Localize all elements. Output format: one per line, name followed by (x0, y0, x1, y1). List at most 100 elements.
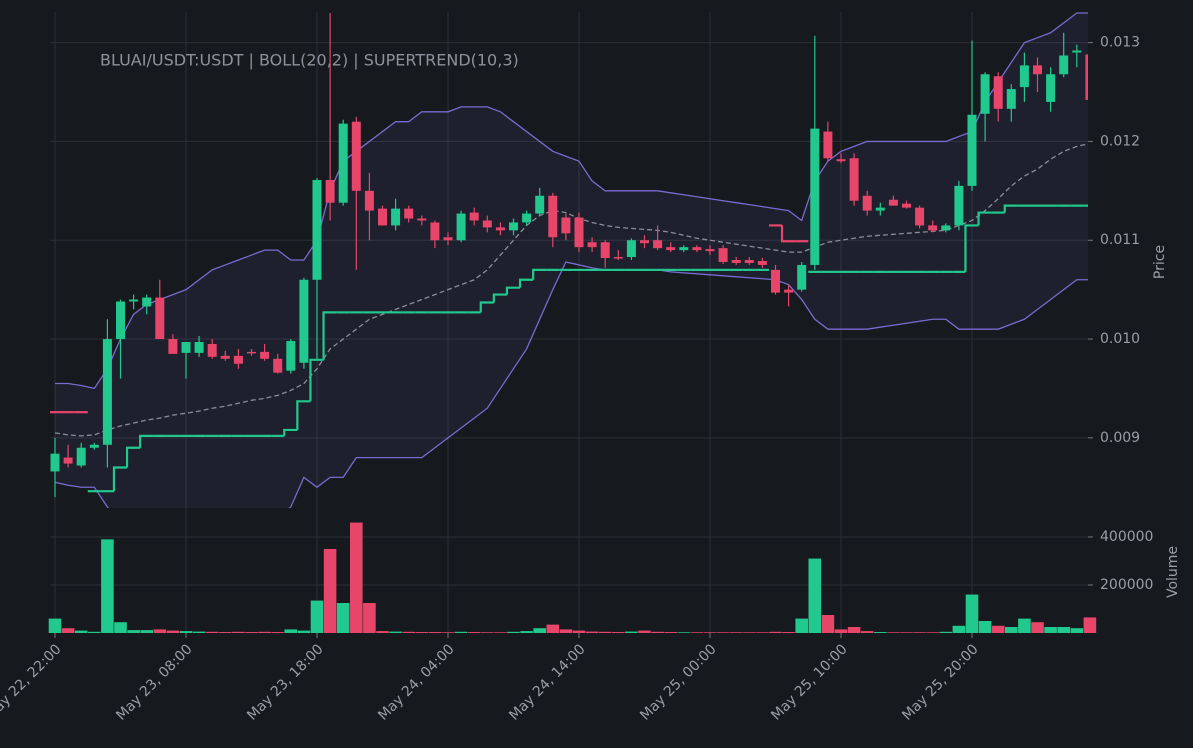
volume-bar (284, 629, 298, 633)
candle-body (980, 74, 990, 114)
candle-body (561, 217, 571, 234)
y-tick-label: 0.009 (1100, 430, 1140, 446)
candle-body (666, 247, 676, 251)
candle-body (247, 351, 256, 354)
candle-body (954, 185, 964, 226)
supertrend-step (780, 225, 796, 243)
candle-body (653, 240, 663, 249)
supertrend-step (139, 434, 154, 448)
volume-bar (1070, 628, 1084, 633)
candle-body (967, 114, 977, 186)
volume-bar (258, 631, 271, 633)
candle-body (63, 457, 73, 464)
supertrend-step (283, 428, 298, 436)
candle-body (325, 179, 335, 203)
y-tick-label: 0.011 (1100, 232, 1140, 248)
volume-bar (834, 629, 848, 633)
volume-bar (821, 614, 835, 633)
candle-body (692, 247, 702, 251)
volume-bar (415, 632, 429, 633)
candle-body (1019, 65, 1029, 88)
candle-body (364, 190, 374, 211)
band-fill (55, 12, 1088, 508)
candle-body (626, 240, 636, 258)
volume-bar (232, 631, 245, 633)
volume-bar (1044, 626, 1057, 633)
supertrend-step (125, 446, 141, 468)
volume-bar (743, 632, 756, 633)
band-line (54, 143, 1088, 437)
volume-bar (585, 631, 599, 633)
candle-body (181, 342, 191, 353)
candle-body (417, 218, 427, 221)
volume-bar (114, 622, 127, 633)
candle-body (888, 199, 898, 206)
volume-bar (782, 632, 795, 633)
volume-bar (467, 632, 481, 633)
volume-bar (664, 632, 677, 633)
volume-bar (677, 632, 691, 633)
volume-bar (74, 630, 88, 633)
candle-body (207, 343, 217, 357)
candle-body (495, 227, 505, 231)
volume-bar (166, 630, 180, 633)
volume-bar (245, 632, 258, 633)
volume-tick-label: 400000 (1100, 529, 1153, 545)
candle-body (1006, 89, 1016, 109)
candle-body (391, 208, 401, 226)
volume-bar (533, 628, 546, 633)
volume-bar (441, 632, 455, 633)
volume-bar (651, 631, 664, 633)
volume-bar (428, 632, 442, 633)
volume-bar (612, 632, 625, 633)
candle-body (587, 242, 597, 248)
candle-body (194, 342, 204, 353)
supertrend-step (505, 286, 521, 295)
volume-bar (520, 631, 533, 633)
candle-body (849, 158, 859, 201)
volume-bar (494, 632, 507, 633)
volume-bar (926, 632, 939, 633)
candle-body (220, 355, 230, 359)
volume-bar (323, 548, 337, 633)
supertrend-step (296, 400, 311, 430)
volume-bar (61, 628, 75, 633)
candle-body (810, 128, 820, 265)
volume-bar (939, 631, 953, 633)
volume-bar (729, 632, 743, 633)
volume-bar (756, 632, 769, 633)
volume-bar (350, 522, 363, 633)
candle-body (1059, 55, 1069, 75)
candle-body (351, 121, 361, 191)
volume-bar (860, 631, 874, 633)
candle-body (443, 237, 453, 241)
candle-body (168, 339, 178, 354)
band-line (55, 12, 1088, 390)
volume-bar (874, 632, 887, 633)
candle-body (718, 248, 728, 262)
supertrend-step (479, 301, 494, 313)
volume-bar (219, 632, 232, 633)
y-tick-label: 0.013 (1100, 35, 1140, 51)
candle-body (469, 212, 479, 221)
candle-body (404, 208, 414, 219)
candle-body (535, 195, 545, 214)
y-tick-label: 0.012 (1100, 133, 1140, 149)
volume-bar (101, 539, 114, 633)
candle-body (600, 242, 610, 259)
volume-bar (402, 631, 415, 633)
volume-bar (703, 632, 717, 633)
supertrend-step (518, 278, 534, 288)
candle-body (50, 453, 60, 472)
volume-bar (481, 632, 494, 633)
volume-bar (271, 632, 284, 633)
candle-body (705, 249, 715, 252)
volume-bar (795, 618, 808, 633)
volume-bar (546, 624, 560, 633)
volume-bar (336, 602, 350, 633)
volume-bar (310, 600, 324, 633)
candle-body (928, 225, 938, 231)
candle-body (522, 213, 532, 223)
candle-body (260, 351, 270, 359)
